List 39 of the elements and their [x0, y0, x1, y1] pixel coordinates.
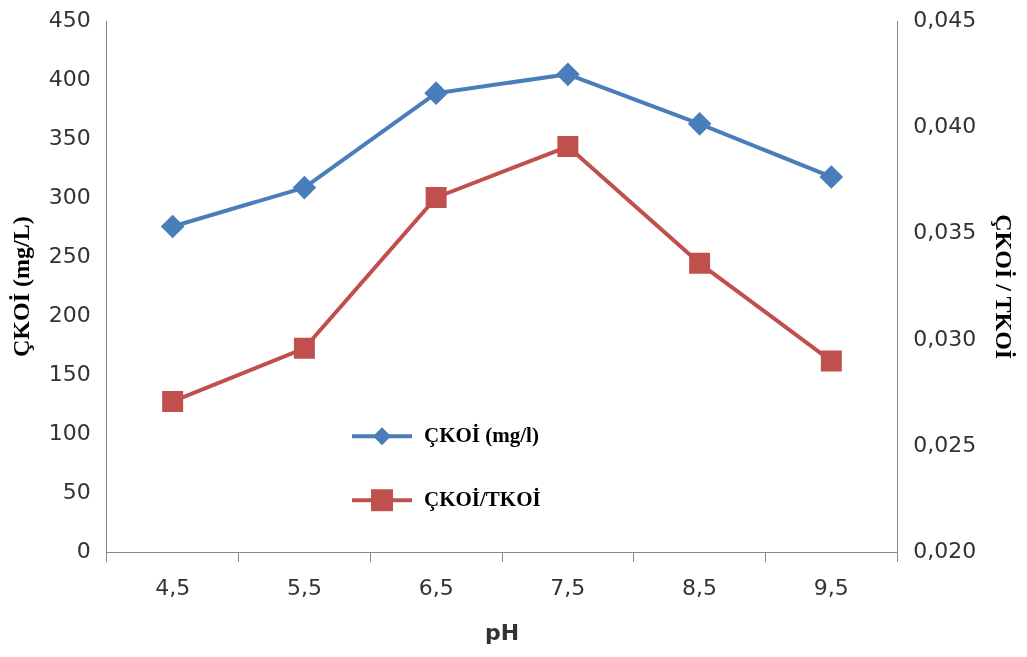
- x-tick-label: 5,5: [286, 575, 322, 601]
- point: [161, 215, 184, 238]
- y-tick-label: 0: [76, 537, 91, 563]
- y-tick-label: 150: [48, 360, 91, 386]
- point: [689, 252, 711, 274]
- y2-tick-label: 0,025: [913, 431, 977, 457]
- x-tick-label: 9,5: [813, 575, 849, 601]
- legend-label: ÇKOİ (mg/l): [424, 422, 539, 447]
- point: [557, 136, 579, 157]
- y-axis-title: ÇKOİ (mg/L): [7, 216, 34, 358]
- point: [820, 165, 843, 188]
- x-tick-label: 8,5: [682, 575, 718, 601]
- y2-tick-label: 0,045: [913, 6, 977, 32]
- point: [556, 63, 579, 86]
- point: [425, 82, 448, 105]
- y2-tick-label: 0,030: [913, 325, 977, 351]
- point: [293, 176, 316, 199]
- y2-axis-title: ÇKOİ / TKOİ: [991, 214, 1018, 360]
- x-tick-label: 4,5: [155, 575, 191, 601]
- point: [162, 390, 184, 412]
- y2-tick-label: 0,020: [913, 537, 977, 563]
- point: [425, 187, 447, 208]
- y-tick-label: 200: [48, 301, 91, 327]
- y-tick-label: 100: [48, 419, 91, 445]
- legend-label: ÇKOİ/TKOİ: [424, 486, 541, 511]
- y-tick-label: 450: [48, 6, 91, 32]
- y2-tick-label: 0,035: [913, 219, 977, 245]
- y2-tick-label: 0,040: [913, 113, 977, 139]
- point: [820, 350, 842, 372]
- y-tick-label: 50: [62, 478, 91, 504]
- y-tick-label: 350: [48, 124, 91, 150]
- x-axis-title: pH: [484, 619, 520, 645]
- x-tick-label: 6,5: [418, 575, 454, 601]
- x-tick-label: 7,5: [550, 575, 586, 601]
- point: [293, 337, 315, 359]
- y-tick-label: 400: [48, 65, 91, 91]
- y-tick-label: 250: [48, 242, 91, 268]
- point: [688, 112, 711, 135]
- y-tick-label: 300: [48, 183, 91, 209]
